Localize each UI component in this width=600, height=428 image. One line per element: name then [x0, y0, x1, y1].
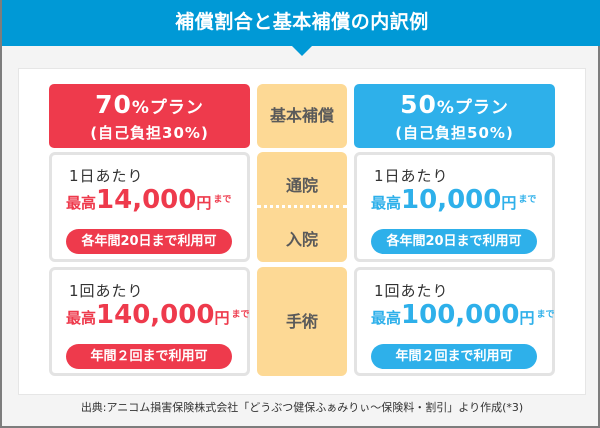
plan-70-surgery-card: 1回あたり 最高140,000円 まで 年間２回まで利用可	[49, 267, 250, 376]
source-citation: 出典:アニコム損害保険株式会社「どうぶつ健保ふぁみりぃ〜保険料・割引」より作成(…	[80, 401, 524, 414]
category-inpatient: 入院	[285, 230, 318, 249]
plan-70-outpatient-card: 1日あたり 最高14,000円 まで 各年間20日まで利用可	[49, 152, 250, 262]
max-amount: 最高14,000円 まで	[66, 185, 232, 215]
usage-limit-badge: 各年間20日まで利用可	[66, 229, 232, 254]
page-title: 補償割合と基本補償の内訳例	[2, 0, 600, 46]
max-amount: 最高140,000円 まで	[66, 300, 250, 330]
plan-50-subtitle: (自己負担50%)	[395, 124, 514, 142]
usage-limit-badge: 各年間20日まで利用可	[371, 229, 537, 254]
max-amount: 最高10,000円 まで	[371, 185, 537, 215]
per-unit-label: 1回あたり	[374, 282, 449, 300]
category-outpatient-inpatient: 通院 入院	[257, 152, 347, 262]
category-surgery: 手術	[257, 267, 347, 376]
header-pointer-arrow	[292, 46, 312, 56]
category-outpatient: 通院	[285, 176, 318, 195]
max-amount: 最高100,000円 まで	[371, 300, 555, 330]
per-unit-label: 1日あたり	[69, 167, 144, 185]
plan-50-outpatient-card: 1日あたり 最高10,000円 まで 各年間20日まで利用可	[354, 152, 555, 262]
plan-70-subtitle: (自己負担30%)	[90, 124, 209, 142]
basic-coverage-header: 基本補償	[257, 84, 347, 148]
plan-70-header: 70%プラン (自己負担30%)	[49, 84, 250, 148]
dotted-divider	[257, 205, 347, 208]
usage-limit-badge: 年間２回まで利用可	[371, 344, 537, 369]
plan-50-surgery-card: 1回あたり 最高100,000円 まで 年間２回まで利用可	[354, 267, 555, 376]
plan-70-title: 70%プラン	[95, 90, 204, 119]
usage-limit-badge: 年間２回まで利用可	[66, 344, 232, 369]
per-unit-label: 1日あたり	[374, 167, 449, 185]
plan-50-title: 50%プラン	[400, 90, 509, 119]
plan-50-header: 50%プラン (自己負担50%)	[354, 84, 555, 148]
per-unit-label: 1回あたり	[69, 282, 144, 300]
